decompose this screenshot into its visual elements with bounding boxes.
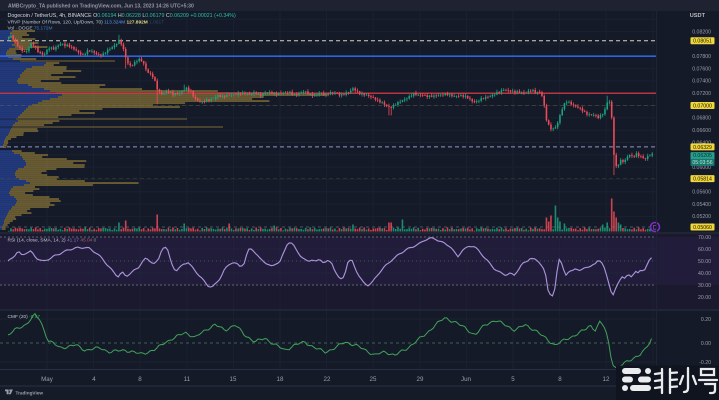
- svg-text:0.07800: 0.07800: [692, 54, 711, 60]
- svg-text:0.07600: 0.07600: [692, 66, 711, 72]
- svg-text:0.06400: 0.06400: [692, 140, 711, 146]
- svg-text:0.06205: 0.06205: [693, 153, 712, 159]
- svg-text:Vol · DOGE 75.172M: Vol · DOGE 75.172M: [8, 26, 53, 32]
- svg-text:USDT: USDT: [690, 13, 706, 19]
- svg-text:30.00: 30.00: [698, 283, 711, 289]
- svg-text:CMF (20) -0.07: CMF (20) -0.07: [8, 314, 41, 320]
- svg-text:20.00: 20.00: [698, 295, 711, 301]
- svg-text:Jun: Jun: [461, 376, 472, 383]
- svg-text:TradingView: TradingView: [16, 390, 44, 395]
- svg-text:0.05400: 0.05400: [692, 202, 711, 208]
- svg-text:29: 29: [417, 376, 424, 383]
- svg-text:8: 8: [558, 376, 562, 383]
- svg-text:11: 11: [184, 376, 191, 383]
- svg-text:AMBCrypto_TA published on Trad: AMBCrypto_TA published on TradingView.co…: [8, 4, 194, 10]
- svg-text:12: 12: [603, 376, 610, 383]
- svg-text:60.00: 60.00: [698, 247, 711, 253]
- svg-text:0.07200: 0.07200: [692, 91, 711, 97]
- svg-text:-0.20: -0.20: [699, 360, 711, 366]
- svg-text:0.00: 0.00: [701, 341, 711, 347]
- svg-text:0.05060: 0.05060: [693, 225, 712, 231]
- svg-text:0.05200: 0.05200: [692, 214, 711, 220]
- svg-text:0.06600: 0.06600: [692, 128, 711, 134]
- svg-text:18: 18: [277, 376, 284, 383]
- svg-text:0.05814: 0.05814: [693, 177, 712, 183]
- svg-text:05:03:56: 05:03:56: [692, 160, 712, 166]
- svg-text:0.05600: 0.05600: [692, 190, 711, 196]
- svg-text:0.07400: 0.07400: [692, 79, 711, 85]
- svg-text:0.06800: 0.06800: [692, 116, 711, 122]
- svg-text:RSI (14, close, SMA, 14, 2) 41: RSI (14, close, SMA, 14, 2) 41.17 45.04 …: [8, 238, 97, 244]
- svg-text:15: 15: [230, 376, 237, 383]
- svg-text:May: May: [41, 376, 54, 383]
- svg-text:8: 8: [138, 376, 142, 383]
- svg-text:4: 4: [92, 376, 96, 383]
- svg-text:22: 22: [324, 376, 331, 383]
- svg-text:0.08200: 0.08200: [692, 29, 711, 35]
- svg-text:0.07000: 0.07000: [693, 103, 712, 109]
- svg-text:VRVP (Number Of Rows, 120, Up/: VRVP (Number Of Rows, 120, Up/Down, 70) …: [8, 20, 165, 26]
- svg-text:50.00: 50.00: [698, 259, 711, 265]
- svg-text:70.00: 70.00: [698, 235, 711, 241]
- svg-text:0.08051: 0.08051: [693, 39, 712, 45]
- svg-text:25: 25: [370, 376, 377, 383]
- svg-text:0.06000: 0.06000: [692, 165, 711, 171]
- svg-text:5: 5: [511, 376, 515, 383]
- svg-text:D: D: [653, 226, 658, 232]
- svg-text:Dogecoin / TetherUS, 4h, BINAN: Dogecoin / TetherUS, 4h, BINANCE O0.0619…: [8, 13, 236, 19]
- svg-text:40.00: 40.00: [698, 271, 711, 277]
- svg-text:0.20: 0.20: [701, 317, 711, 323]
- svg-text:0.06329: 0.06329: [693, 145, 712, 151]
